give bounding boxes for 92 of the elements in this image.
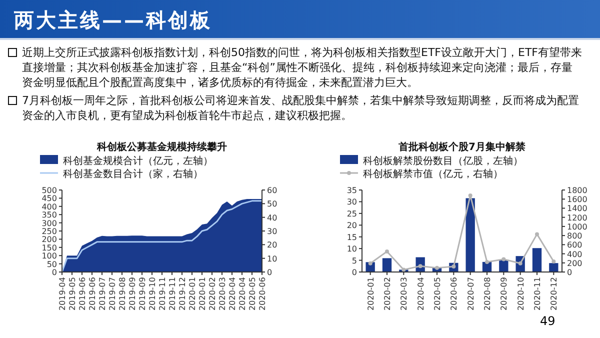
y2-tick-label: 40 bbox=[267, 213, 278, 222]
point bbox=[502, 257, 506, 262]
y2-tick-label: 60 bbox=[267, 186, 278, 195]
y2-tick-label: 30 bbox=[267, 227, 278, 236]
y2-tick-label: 400 bbox=[567, 250, 582, 259]
y-tick-label: 20 bbox=[346, 221, 357, 230]
x-tick-label: 2019-06 bbox=[78, 277, 87, 310]
x-tick-label: 2019-07 bbox=[98, 277, 107, 310]
x-tick-label: 2019-09 bbox=[128, 277, 137, 310]
x-tick-label: 2019-09 bbox=[138, 277, 147, 310]
y2-tick-label: 200 bbox=[567, 258, 582, 268]
text: 近期上交所正式披露科创板指数计划，科创50指数的问世，将为科创板相关指数型ETF设立敞开大门，ETF有望带来直接增量；其次科创板基金加速扩容，且基金“科创”属性不断强化、提纯，科创板持续迎来定向浇灌；最后，存量资金明显低配且个股配置高度集中，诸多优质标的有待掘金，未来配置潜力巨大。 bbox=[22, 45, 582, 90]
x-tick-label: 2020-06 bbox=[258, 277, 267, 310]
y-tick-label: 250 bbox=[42, 227, 57, 236]
y2-tick-label: 0 bbox=[567, 268, 572, 277]
x-tick-label: 2019-12 bbox=[178, 277, 187, 310]
x-tick-label: 2019-08 bbox=[118, 277, 127, 310]
legend-label: 科创板解禁股份数目（亿股，左轴） bbox=[363, 155, 523, 167]
y-tick-label: 150 bbox=[42, 243, 57, 252]
point bbox=[385, 250, 389, 254]
y2-tick-label: 10 bbox=[267, 254, 278, 264]
x-tick-label: 2019-04 bbox=[58, 277, 67, 310]
x-tick-label: 2019-06 bbox=[88, 277, 97, 310]
x-tick-label: 2020-01 bbox=[198, 277, 207, 310]
point bbox=[368, 261, 372, 266]
x-tick-label: 2020-03 bbox=[400, 277, 409, 310]
x-tick-label: 2020-06 bbox=[450, 277, 459, 310]
y-tick-label: 50 bbox=[46, 260, 57, 269]
y-tick-label: 350 bbox=[42, 210, 57, 220]
y-tick-label: 300 bbox=[42, 218, 57, 228]
x-tick-label: 2020-01 bbox=[188, 277, 197, 310]
y-tick-label: 500 bbox=[42, 186, 57, 195]
bar bbox=[549, 263, 558, 272]
x-tick-label: 2019-05 bbox=[68, 277, 77, 310]
x-tick-label: 2019-07 bbox=[108, 277, 117, 310]
legend-label: 科创板解禁市值（亿元，右轴） bbox=[363, 168, 503, 180]
legend-label: 科创基金规模合计（亿元，左轴） bbox=[63, 155, 213, 167]
x-tick-label: 2020-02 bbox=[383, 277, 392, 310]
x-tick-label: 2020-12 bbox=[550, 277, 559, 310]
point bbox=[435, 266, 439, 270]
y-tick-label: 400 bbox=[42, 202, 57, 212]
legend-label: 科创基金数目合计（家，右轴） bbox=[63, 168, 203, 180]
x-tick-label: 2020-09 bbox=[500, 277, 509, 310]
x-tick-label: 2019-11 bbox=[158, 277, 167, 310]
text: 7月科创板一周年之际，首批科创板公司将迎来首发、战配股集中解禁，若集中解禁导致短期调整，反而将成为配置资金的入市良机，更有望成为科创板首轮牛市起点，建议积极把握。 bbox=[22, 93, 580, 123]
y2-tick-label: 1400 bbox=[567, 204, 588, 214]
x-tick-label: 2020-05 bbox=[248, 277, 257, 310]
x-tick-label: 2020-04 bbox=[416, 277, 426, 310]
text: 49 bbox=[540, 314, 556, 328]
y2-tick-label: 0 bbox=[267, 268, 272, 277]
x-tick-label: 2020-01 bbox=[366, 277, 376, 310]
text: 两大主线——科创板 bbox=[14, 7, 212, 34]
point bbox=[485, 260, 489, 264]
bar bbox=[382, 258, 392, 272]
chart-title: 首批科创板个股7月集中解禁 bbox=[398, 141, 526, 153]
y2-tick-label: 1800 bbox=[567, 186, 588, 195]
x-tick-label: 2020-10 bbox=[516, 277, 526, 310]
y2-tick-label: 1200 bbox=[567, 213, 588, 222]
bar bbox=[532, 248, 542, 272]
x-tick-label: 2020-07 bbox=[466, 277, 476, 310]
x-tick-label: 2019-10 bbox=[148, 277, 157, 310]
y-tick-label: 30 bbox=[346, 198, 357, 207]
chart-title: 科创板公募基金规模持续攀升 bbox=[96, 141, 227, 153]
point bbox=[468, 193, 472, 198]
y-tick-label: 200 bbox=[42, 235, 57, 244]
point bbox=[552, 260, 556, 264]
y-tick-label: 0 bbox=[52, 268, 57, 277]
y2-tick-label: 800 bbox=[567, 232, 582, 241]
y-tick-label: 10 bbox=[346, 244, 357, 254]
y2-tick-label: 1600 bbox=[567, 195, 588, 204]
bar bbox=[466, 198, 475, 272]
y2-tick-label: 20 bbox=[267, 240, 278, 250]
x-tick-label: 2020-04 bbox=[228, 277, 237, 310]
y2-tick-label: 600 bbox=[567, 240, 582, 250]
y-tick-label: 450 bbox=[42, 194, 57, 204]
x-tick-label: 2020-03 bbox=[218, 277, 227, 310]
y2-tick-label: 50 bbox=[267, 200, 278, 209]
y-tick-label: 5 bbox=[352, 256, 357, 266]
y-tick-label: 25 bbox=[346, 209, 357, 218]
y2-tick-label: 1000 bbox=[567, 222, 588, 232]
x-tick-label: 2019-11 bbox=[168, 277, 177, 310]
x-tick-label: 2020-11 bbox=[533, 277, 542, 310]
x-tick-label: 2020-08 bbox=[483, 277, 492, 310]
y-tick-label: 100 bbox=[42, 252, 57, 261]
point bbox=[402, 268, 406, 272]
x-tick-label: 2020-05 bbox=[433, 277, 442, 310]
y-tick-label: 0 bbox=[352, 268, 357, 277]
y-tick-label: 35 bbox=[346, 186, 357, 195]
x-tick-label: 2020-02 bbox=[208, 277, 217, 310]
x-tick-label: 2020-04 bbox=[238, 277, 247, 310]
point bbox=[535, 232, 539, 236]
y-tick-label: 15 bbox=[346, 232, 357, 242]
